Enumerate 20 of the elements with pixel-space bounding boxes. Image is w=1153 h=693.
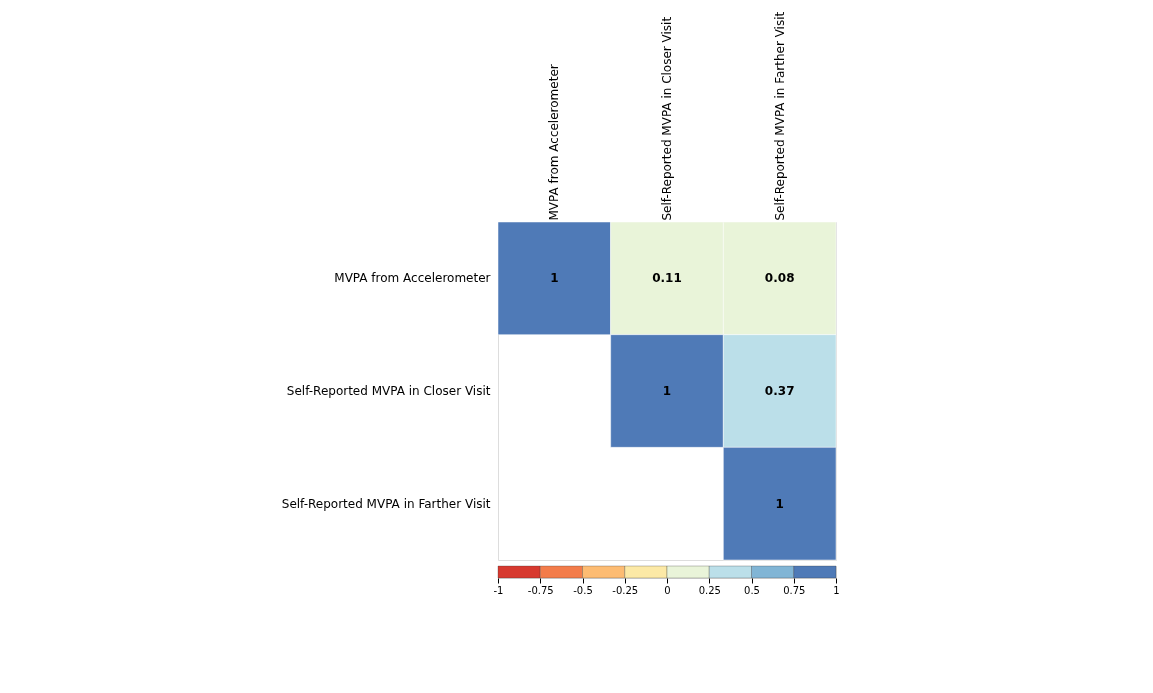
- color-bar-label: 0.75: [783, 584, 806, 596]
- data-label: 0.37: [764, 384, 795, 398]
- data-label: 1: [550, 271, 559, 286]
- y-tick-label: MVPA from Accelerometer: [334, 271, 491, 286]
- color-bar-label: -0.25: [612, 584, 639, 596]
- color-bar-label: 1: [833, 584, 840, 596]
- data-label: 0.08: [764, 271, 795, 286]
- color-bar-label: 0.5: [744, 584, 760, 596]
- y-tick-label: Self-Reported MVPA in Farther Visit: [281, 496, 491, 511]
- data-label: 1: [775, 496, 784, 511]
- data-label: 1: [662, 384, 672, 398]
- color-bar-label: 0: [664, 584, 671, 596]
- y-tick-label: Self-Reported MVPA in Closer Visit: [286, 384, 491, 398]
- data-label: 0.11: [652, 271, 682, 286]
- color-bar-label: -0.5: [573, 584, 593, 596]
- color-bar-label: -1: [493, 584, 504, 596]
- x-tick-label: Self-Reported MVPA in Closer Visit: [660, 16, 674, 221]
- x-tick-label: Self-Reported MVPA in Farther Visit: [772, 11, 787, 221]
- color-bar-label: -0.75: [527, 584, 554, 596]
- color-bar-label: 0.25: [698, 584, 721, 596]
